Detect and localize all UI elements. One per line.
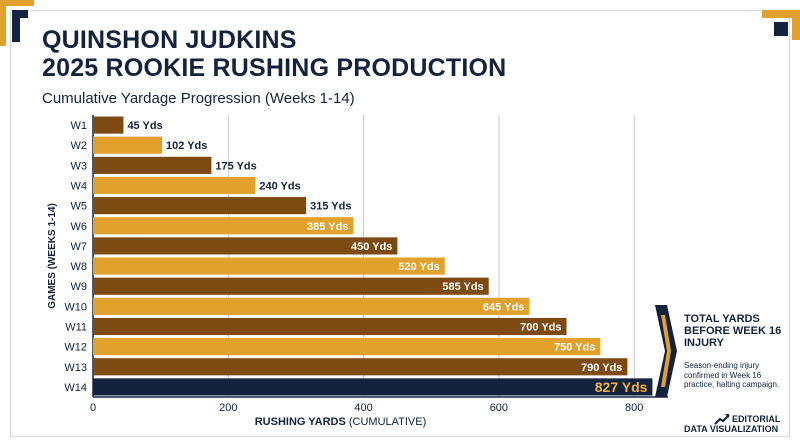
bar-w4 (93, 176, 256, 195)
x-axis-label-suffix: (CUMULATIVE) (349, 416, 426, 428)
data-label-w8: 520 Yds (398, 261, 439, 273)
corner-decoration-top-left (0, 0, 34, 46)
y-category-label: W3 (71, 160, 88, 172)
bar-w13 (93, 358, 628, 376)
y-category-label: W8 (71, 261, 88, 273)
y-category-label: W1 (71, 120, 88, 132)
x-axis-label: RUSHING YARDS (CUMULATIVE) (255, 416, 427, 428)
bar-w11 (93, 317, 567, 336)
footer-line1: EDITORIAL (732, 414, 781, 424)
x-tick-label: 200 (219, 402, 237, 414)
y-category-label: W4 (71, 181, 88, 193)
data-label-w6: 385 Yds (307, 221, 348, 233)
x-axis-label-main: RUSHING YARDS (255, 416, 349, 428)
y-category-label: W5 (71, 201, 88, 213)
bar-w6 (93, 217, 354, 235)
y-category-label: W13 (64, 362, 87, 374)
side-accent-chevron (655, 305, 677, 397)
data-label-w3: 175 Yds (215, 160, 256, 172)
data-label-w13: 790 Yds (581, 362, 622, 374)
x-tick-label: 400 (354, 402, 372, 414)
y-category-label: W12 (64, 342, 87, 354)
callout-text: Season-ending injury confirmed in Week 1… (684, 361, 780, 389)
bar-w8 (93, 257, 445, 275)
data-label-w5: 315 Yds (310, 201, 351, 213)
data-label-w9: 585 Yds (442, 281, 483, 293)
bar-w5 (93, 197, 307, 215)
chart-frame (10, 10, 790, 437)
data-label-w10: 645 Yds (483, 301, 524, 313)
data-label-w7: 450 Yds (351, 241, 392, 253)
callout-title: TOTAL YARDS BEFORE WEEK 16 INJURY (684, 313, 782, 349)
trend-arrow-icon (714, 414, 730, 425)
y-category-label: W11 (65, 322, 87, 334)
bar-w12 (93, 338, 601, 356)
data-label-w4: 240 Yds (259, 181, 300, 193)
data-label-w12: 750 Yds (554, 342, 595, 354)
bar-w9 (93, 277, 489, 295)
bar-w2 (93, 136, 162, 154)
y-category-label: W9 (71, 281, 88, 293)
data-label-w2: 102 Yds (166, 140, 207, 152)
x-tick-label: 800 (625, 402, 643, 414)
footer-credit: EDITORIAL DATA VISUALIZATION (684, 414, 788, 434)
chart-subtitle: Cumulative Yardage Progression (Weeks 1-… (42, 90, 355, 107)
data-label-w14: 827 Yds (595, 379, 648, 395)
bar-w14 (93, 378, 653, 396)
data-label-w11: 700 Yds (520, 322, 561, 334)
injury-callout: TOTAL YARDS BEFORE WEEK 16 INJURY Season… (684, 313, 784, 390)
data-label-w1: 45 Yds (127, 120, 162, 132)
corner-decoration-top-right (762, 10, 800, 40)
chart-title-line2: 2025 ROOKIE RUSHING PRODUCTION (42, 54, 507, 82)
y-category-label: W10 (64, 301, 87, 313)
y-category-label: W2 (71, 140, 88, 152)
y-axis-label: GAMES (WEEKS 1-14) (47, 203, 58, 309)
chart-title-line1: QUINSHON JUDKINS (42, 26, 297, 54)
bar-w10 (93, 297, 530, 315)
y-category-label: W14 (64, 382, 87, 394)
x-tick-label: 600 (490, 402, 508, 414)
bar-w1 (93, 116, 124, 134)
x-tick-label: 0 (90, 402, 96, 414)
title-block: QUINSHON JUDKINS 2025 ROOKIE RUSHING PRO… (42, 26, 506, 107)
bar-w3 (93, 156, 212, 174)
y-category-label: W6 (71, 221, 88, 233)
y-category-label: W7 (71, 241, 88, 253)
footer-line2: DATA VISUALIZATION (684, 424, 779, 434)
bar-w7 (93, 237, 398, 255)
